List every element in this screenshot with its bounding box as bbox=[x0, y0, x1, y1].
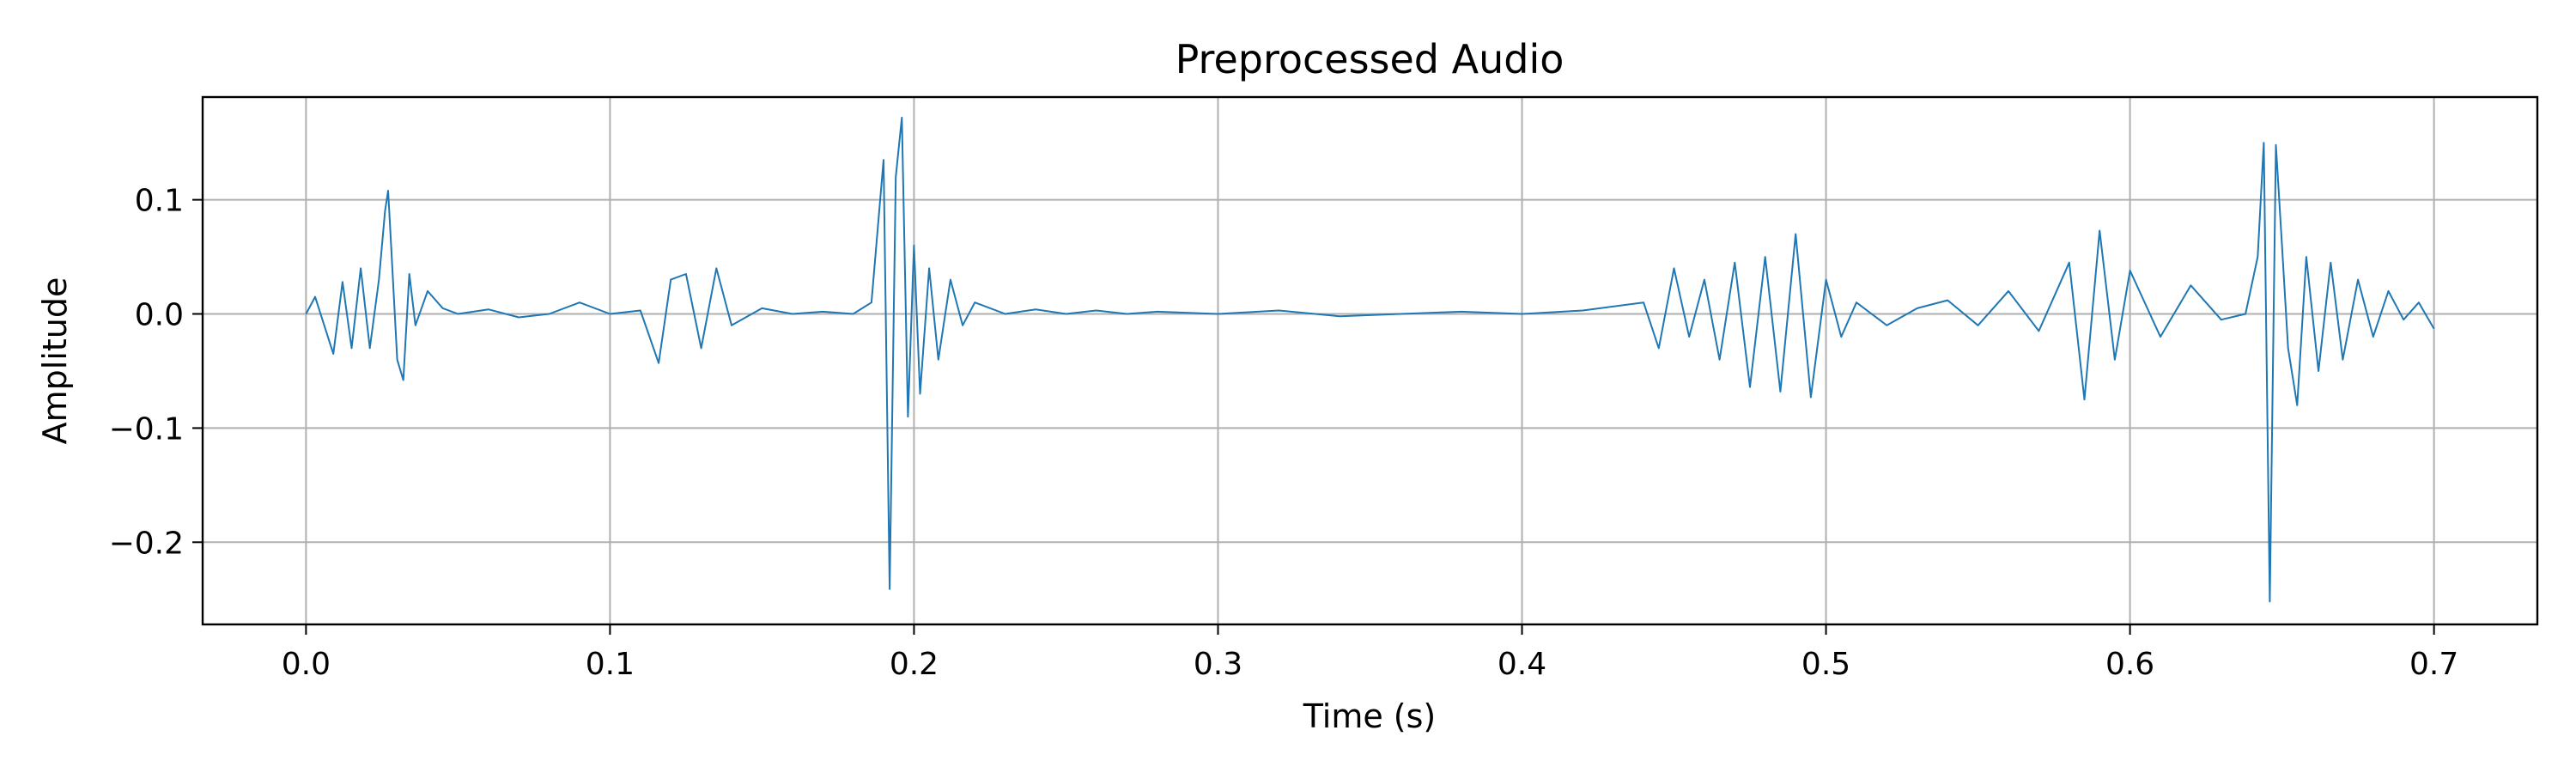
x-tick-label: 0.2 bbox=[890, 647, 939, 682]
x-tick-label: 0.3 bbox=[1194, 647, 1242, 682]
x-tick-label: 0.1 bbox=[586, 647, 635, 682]
x-axis-label: Time (s) bbox=[1303, 697, 1437, 735]
chart-title: Preprocessed Audio bbox=[1176, 36, 1564, 82]
y-tick-label: 0.1 bbox=[135, 184, 184, 219]
plot-frame bbox=[201, 95, 2539, 626]
audio-waveform-line bbox=[305, 116, 2435, 603]
grid-lines bbox=[203, 97, 2537, 624]
axis-ticks: 0.0 0.1 0.2 0.3 0.4 0.5 0.6 0.7 0.1 0.0 −0.1 −0.2 bbox=[109, 184, 2459, 682]
x-tick-label: 0.5 bbox=[1801, 647, 1850, 682]
y-tick-label: −0.1 bbox=[109, 411, 184, 447]
y-tick-label: 0.0 bbox=[135, 298, 184, 333]
x-tick-label: 0.0 bbox=[282, 647, 331, 682]
y-axis-label: Amplitude bbox=[36, 277, 74, 445]
y-tick-label: −0.2 bbox=[109, 526, 184, 561]
series-layer bbox=[305, 116, 2435, 603]
x-tick-label: 0.7 bbox=[2409, 647, 2458, 682]
x-tick-label: 0.6 bbox=[2105, 647, 2154, 682]
x-tick-label: 0.4 bbox=[1498, 647, 1546, 682]
